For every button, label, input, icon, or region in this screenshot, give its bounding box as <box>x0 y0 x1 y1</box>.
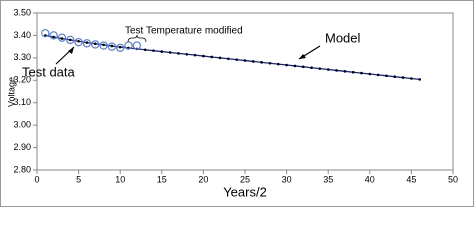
test-point <box>74 37 83 47</box>
model-point <box>260 61 263 64</box>
model-point <box>385 74 388 78</box>
test-point <box>91 40 100 49</box>
model-point <box>52 35 55 39</box>
model-point <box>285 63 288 67</box>
y-tick-label: 2.80 <box>13 164 31 174</box>
x-tick-label: 5 <box>76 174 81 184</box>
model-point <box>152 49 155 52</box>
arrowhead <box>299 54 306 59</box>
test-point <box>41 28 50 38</box>
model-point <box>318 67 322 70</box>
model-point <box>177 52 180 55</box>
annotation: Test Temperature modified <box>125 26 243 37</box>
x-tick-label: 0 <box>34 174 39 184</box>
x-tick-label: 30 <box>282 174 292 184</box>
y-tick-label: 3.30 <box>13 52 31 62</box>
test-point <box>49 31 58 40</box>
model-point <box>60 37 64 40</box>
model-point <box>193 53 197 57</box>
model-point <box>110 44 114 48</box>
test-point <box>115 43 125 52</box>
model-point <box>68 38 72 42</box>
model-point <box>401 76 405 79</box>
chart-frame <box>0 0 474 207</box>
model-point <box>276 62 280 66</box>
model-point <box>44 34 47 37</box>
x-tick-label: 35 <box>323 174 333 184</box>
model-point <box>410 77 413 80</box>
arrowhead <box>68 47 74 54</box>
model-point <box>160 50 164 53</box>
y-tick-label: 3.40 <box>13 30 31 40</box>
series-annotation: Test data <box>22 64 76 79</box>
series-annotation: Model <box>325 30 361 45</box>
brace <box>127 34 147 43</box>
model-point <box>343 70 347 73</box>
model-point <box>202 54 205 58</box>
test-point <box>132 41 142 50</box>
x-tick-label: 10 <box>115 174 125 184</box>
test-point <box>124 41 133 50</box>
x-tick-label: 20 <box>198 174 208 184</box>
y-tick-label: 3.20 <box>13 75 31 85</box>
model-point <box>252 60 255 63</box>
model-point <box>85 41 89 44</box>
model-point <box>268 61 272 65</box>
model-point <box>102 43 105 47</box>
x-tick-label: 50 <box>448 174 458 184</box>
model-point <box>326 68 330 71</box>
x-tick-label: 25 <box>240 174 250 184</box>
model-point <box>218 56 222 60</box>
x-axis-label: Years/2 <box>223 184 267 199</box>
model-point <box>393 75 397 78</box>
model-point <box>185 52 189 56</box>
y-tick-label: 3.10 <box>13 97 31 107</box>
x-tick-label: 40 <box>365 174 375 184</box>
y-tick-label: 2.90 <box>13 142 31 152</box>
model-point <box>310 66 313 70</box>
test-point <box>107 42 117 51</box>
model-point <box>376 73 380 77</box>
model-point <box>243 59 247 62</box>
chart: 2.80 2.90 3.00 3.10 3.20 3.30 3.40 3.50 0 5 10 15 20… <box>0 0 474 207</box>
model-point <box>360 71 363 75</box>
model-point <box>77 39 80 43</box>
y-tick-label: 3.50 <box>13 7 31 17</box>
model-point <box>93 42 97 46</box>
model-point <box>227 57 230 61</box>
model-point <box>168 51 172 54</box>
model-point <box>235 58 238 61</box>
model-point <box>293 64 297 68</box>
model-point <box>351 70 355 74</box>
y-tick-label: 3.00 <box>13 120 31 130</box>
test-point <box>82 39 92 48</box>
x-tick-label: 45 <box>406 174 416 184</box>
model-point <box>335 69 338 72</box>
model-point <box>210 55 214 59</box>
test-point <box>66 35 75 45</box>
model-point <box>301 65 305 69</box>
test-point <box>57 33 67 42</box>
model-point <box>418 78 422 81</box>
x-tick-label: 15 <box>157 174 167 184</box>
test-point <box>99 41 108 50</box>
plot-area: 2.80 2.90 3.00 3.10 3.20 3.30 3.40 3.50 0 5 10 15 20… <box>13 7 458 184</box>
model-point <box>143 48 147 52</box>
model-point <box>118 45 122 49</box>
model-point <box>368 72 372 76</box>
y-axis-label: Voltage <box>6 77 16 107</box>
